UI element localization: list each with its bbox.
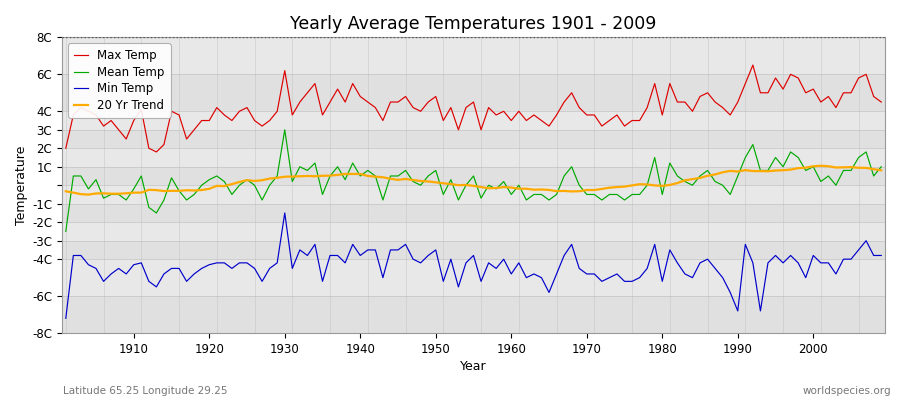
Bar xyxy=(62,222,885,241)
Bar xyxy=(62,241,885,259)
Max Temp xyxy=(151,150,162,154)
Bar xyxy=(62,37,885,74)
Min Temp xyxy=(604,275,615,280)
Mean Temp xyxy=(60,229,71,234)
Bar xyxy=(62,148,885,167)
Max Temp xyxy=(121,137,131,142)
Bar xyxy=(62,296,885,333)
Mean Temp xyxy=(121,198,131,202)
Max Temp xyxy=(506,118,517,123)
Bar xyxy=(62,185,885,204)
Line: 20 Yr Trend: 20 Yr Trend xyxy=(66,166,881,194)
Bar xyxy=(62,167,885,185)
20 Yr Trend xyxy=(294,174,305,179)
Min Temp xyxy=(506,272,517,276)
Max Temp xyxy=(604,118,615,123)
Mean Temp xyxy=(513,183,524,188)
20 Yr Trend xyxy=(513,186,524,191)
Title: Yearly Average Temperatures 1901 - 2009: Yearly Average Temperatures 1901 - 2009 xyxy=(291,15,657,33)
Min Temp xyxy=(60,316,71,321)
Mean Temp xyxy=(876,164,886,169)
Line: Max Temp: Max Temp xyxy=(66,65,881,152)
Min Temp xyxy=(279,210,290,215)
Bar xyxy=(62,74,885,111)
Line: Min Temp: Min Temp xyxy=(66,213,881,318)
Y-axis label: Temperature: Temperature xyxy=(15,146,28,225)
20 Yr Trend xyxy=(60,189,71,194)
20 Yr Trend xyxy=(876,168,886,173)
Mean Temp xyxy=(279,127,290,132)
Bar xyxy=(62,111,885,130)
20 Yr Trend xyxy=(340,172,351,176)
Max Temp xyxy=(294,100,305,104)
Mean Temp xyxy=(340,177,351,182)
Legend: Max Temp, Mean Temp, Min Temp, 20 Yr Trend: Max Temp, Mean Temp, Min Temp, 20 Yr Tre… xyxy=(68,43,171,118)
Max Temp xyxy=(748,63,759,68)
Bar xyxy=(62,259,885,296)
Text: Latitude 65.25 Longitude 29.25: Latitude 65.25 Longitude 29.25 xyxy=(63,386,228,396)
Mean Temp xyxy=(506,192,517,197)
20 Yr Trend xyxy=(83,192,94,197)
Bar xyxy=(62,130,885,148)
Line: Mean Temp: Mean Temp xyxy=(66,130,881,232)
20 Yr Trend xyxy=(506,185,517,190)
20 Yr Trend xyxy=(604,185,615,190)
Min Temp xyxy=(513,260,524,265)
X-axis label: Year: Year xyxy=(460,360,487,373)
20 Yr Trend xyxy=(815,163,826,168)
Bar xyxy=(62,204,885,222)
Max Temp xyxy=(60,146,71,151)
Min Temp xyxy=(121,272,131,276)
Min Temp xyxy=(876,253,886,258)
Mean Temp xyxy=(294,164,305,169)
Mean Temp xyxy=(604,192,615,197)
Max Temp xyxy=(513,109,524,114)
20 Yr Trend xyxy=(129,190,140,195)
Max Temp xyxy=(340,100,351,104)
Text: worldspecies.org: worldspecies.org xyxy=(803,386,891,396)
Min Temp xyxy=(340,260,351,265)
Min Temp xyxy=(294,248,305,252)
Max Temp xyxy=(876,100,886,104)
